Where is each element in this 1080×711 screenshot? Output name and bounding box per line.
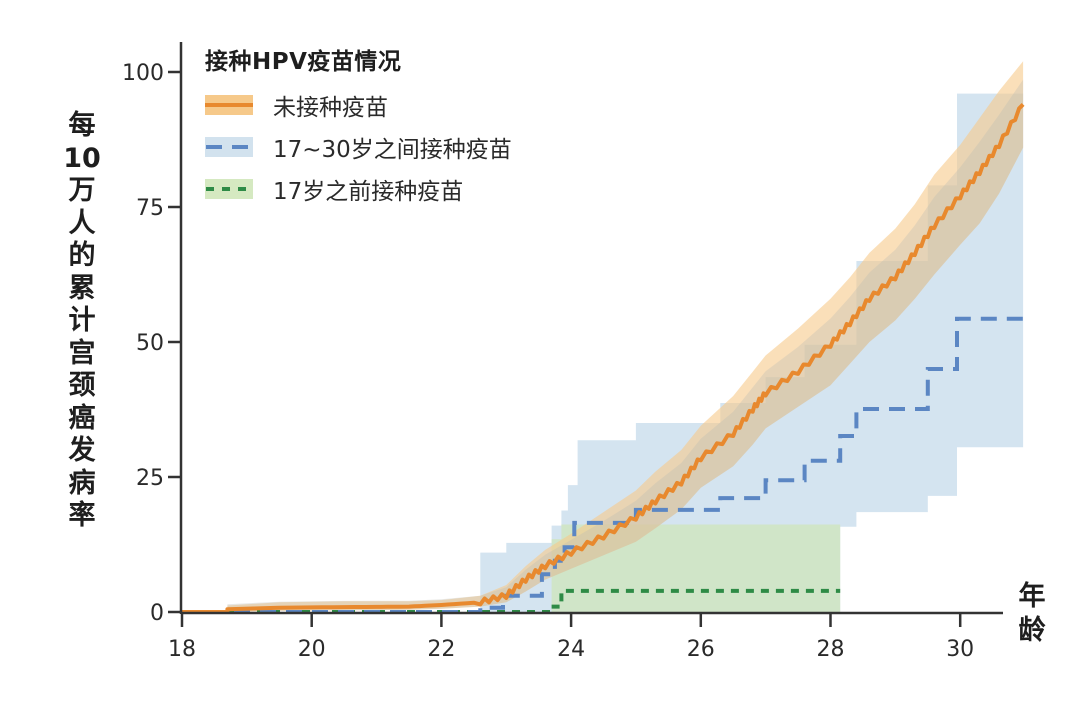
- x-tick-label: 26: [687, 637, 715, 662]
- y-axis-label-char: 人: [68, 207, 96, 239]
- y-axis-label-char: 累: [68, 272, 96, 304]
- x-axis-label-char: 龄: [1018, 615, 1046, 646]
- y-axis-label-char: 每: [68, 110, 96, 141]
- x-tick-label: 28: [817, 637, 845, 662]
- legend-item-unvaccinated: 未接种疫苗: [205, 84, 512, 126]
- y-axis-label-char: 10: [63, 142, 101, 174]
- y-axis-label-char: 发: [68, 435, 96, 466]
- y-tick-label: 0: [150, 601, 164, 626]
- y-axis-label-char: 万: [68, 175, 96, 206]
- x-axis-label: 年龄: [1010, 580, 1054, 648]
- line-vaccinated-17-30: [182, 316, 1025, 614]
- axes: 0 25 50 75 100 18 20 22 24 26 28 30: [122, 42, 1003, 662]
- y-axis-label-char: 颈: [68, 370, 96, 401]
- y-tick-label: 50: [136, 331, 164, 356]
- y-axis-label-char: 病: [68, 467, 96, 499]
- legend-swatch-dotted-green: [205, 179, 253, 199]
- y-tick-label: 75: [136, 196, 164, 221]
- x-tick-label: 24: [557, 637, 585, 662]
- band-unvaccinated: [227, 61, 1024, 612]
- y-axis-label-char: 率: [68, 500, 96, 531]
- legend-swatch-dashed-blue: [205, 137, 253, 157]
- y-tick-label: 25: [136, 466, 164, 491]
- legend-label: 17岁之前接种疫苗: [273, 179, 464, 205]
- line-unvaccinated: [182, 102, 1025, 614]
- band-overlap: [227, 79, 1024, 613]
- y-axis-label-char: 计: [68, 305, 96, 336]
- y-axis-label-char: 癌: [68, 402, 96, 434]
- x-axis-label-char: 年: [1018, 581, 1046, 612]
- legend: 接种HPV疫苗情况 未接种疫苗 17~30岁之间接种疫苗 17岁之前接种疫苗: [205, 42, 512, 210]
- legend-swatch-solid-orange: [205, 95, 253, 115]
- legend-label: 17~30岁之间接种疫苗: [273, 137, 512, 163]
- x-tick-label: 18: [168, 637, 196, 662]
- legend-item-vaccinated-before-17: 17岁之前接种疫苗: [205, 168, 512, 210]
- y-axis-label-char: 宫: [68, 337, 96, 369]
- x-tick-label: 20: [298, 637, 326, 662]
- x-tick-label: 22: [427, 637, 455, 662]
- legend-label: 未接种疫苗: [273, 95, 388, 121]
- band-vaccinated-17-30: [480, 93, 1025, 613]
- y-axis-label-char: 的: [68, 240, 96, 271]
- x-tick-label: 30: [946, 637, 974, 662]
- y-axis-label: 每 10 万人的累计宫颈癌发病率: [60, 110, 104, 533]
- legend-title: 接种HPV疫苗情况: [205, 49, 402, 75]
- y-tick-label: 100: [122, 61, 164, 86]
- legend-item-vaccinated-17-30: 17~30岁之间接种疫苗: [205, 126, 512, 168]
